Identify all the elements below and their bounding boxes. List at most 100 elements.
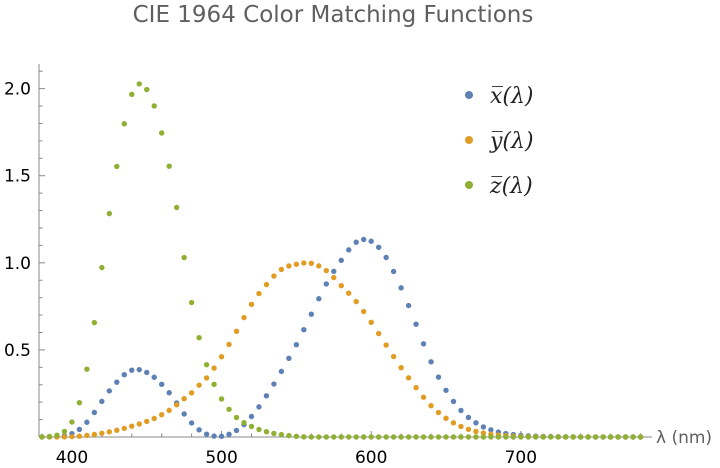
data-point-series-1 xyxy=(383,254,389,261)
data-point-series-3 xyxy=(548,434,554,440)
data-point-series-2 xyxy=(263,281,270,288)
data-point-series-3 xyxy=(510,434,517,440)
legend-label-series-1: x̅(λ) xyxy=(490,84,534,109)
data-point-series-2 xyxy=(308,260,315,266)
data-point-series-1 xyxy=(346,247,352,253)
data-point-series-3 xyxy=(331,434,337,440)
data-point-series-3 xyxy=(286,432,292,439)
data-point-series-2 xyxy=(428,402,434,409)
data-point-series-3 xyxy=(84,366,90,372)
data-point-series-3 xyxy=(488,434,494,440)
data-point-series-2 xyxy=(450,420,457,426)
data-point-series-2 xyxy=(84,432,90,439)
data-point-series-2 xyxy=(173,402,180,408)
chart-title: CIE 1964 Color Matching Functions xyxy=(132,2,534,28)
data-point-series-1 xyxy=(308,311,315,317)
data-point-series-1 xyxy=(450,398,457,405)
data-point-series-2 xyxy=(99,430,105,436)
data-point-series-1 xyxy=(248,413,255,420)
data-point-series-3 xyxy=(346,434,352,440)
data-point-series-3 xyxy=(76,399,83,406)
data-point-series-1 xyxy=(443,387,449,393)
data-point-series-3 xyxy=(622,434,629,440)
data-point-series-3 xyxy=(405,434,412,440)
data-point-series-1 xyxy=(331,268,337,275)
data-point-series-1 xyxy=(166,390,172,396)
data-point-series-2 xyxy=(301,260,307,266)
y-tick-label: 1.0 xyxy=(4,254,31,274)
data-point-series-3 xyxy=(129,91,135,98)
data-point-series-3 xyxy=(503,434,509,440)
data-point-series-3 xyxy=(39,434,45,440)
data-point-series-1 xyxy=(114,379,120,385)
data-point-series-1 xyxy=(293,342,300,348)
data-point-series-1 xyxy=(458,407,464,414)
data-point-series-3 xyxy=(151,103,157,109)
data-point-series-3 xyxy=(301,434,307,440)
data-point-series-3 xyxy=(114,163,120,170)
data-point-series-1 xyxy=(375,244,382,251)
data-point-series-3 xyxy=(630,434,636,440)
data-point-series-3 xyxy=(540,434,546,440)
data-point-series-2 xyxy=(331,274,337,281)
data-point-series-1 xyxy=(278,368,285,375)
data-point-series-2 xyxy=(181,395,187,402)
data-point-series-3 xyxy=(106,210,113,217)
data-point-series-3 xyxy=(263,428,270,435)
data-point-series-1 xyxy=(361,236,367,243)
data-point-series-3 xyxy=(570,434,576,440)
y-tick-label: 2.0 xyxy=(4,80,31,100)
data-point-series-2 xyxy=(61,434,68,440)
data-point-series-2 xyxy=(398,364,404,371)
data-point-series-1 xyxy=(316,296,322,302)
data-point-series-1 xyxy=(368,238,374,244)
data-point-series-3 xyxy=(607,434,614,440)
data-point-series-2 xyxy=(129,423,135,429)
y-tick-label: 1.5 xyxy=(4,167,31,187)
data-point-series-3 xyxy=(196,335,202,341)
data-point-series-3 xyxy=(458,434,464,440)
data-point-series-1 xyxy=(353,239,359,245)
data-point-series-2 xyxy=(390,353,397,360)
data-point-series-1 xyxy=(473,420,479,426)
legend-marker-series-3 xyxy=(465,181,473,189)
data-point-series-3 xyxy=(211,381,217,388)
data-point-series-3 xyxy=(136,81,142,87)
data-point-series-3 xyxy=(338,434,344,440)
data-point-series-3 xyxy=(121,121,127,127)
data-point-series-3 xyxy=(61,428,68,435)
data-point-series-2 xyxy=(293,261,300,267)
data-point-series-3 xyxy=(555,434,561,440)
data-point-series-3 xyxy=(308,434,315,440)
data-point-series-2 xyxy=(256,290,262,297)
data-point-series-2 xyxy=(241,314,247,321)
data-point-series-1 xyxy=(338,257,344,264)
data-point-series-3 xyxy=(383,434,389,440)
data-point-series-1 xyxy=(233,427,240,434)
data-point-series-1 xyxy=(99,398,105,405)
data-point-series-1 xyxy=(480,424,487,430)
data-point-series-3 xyxy=(256,426,262,433)
data-point-series-2 xyxy=(188,390,195,396)
data-point-series-1 xyxy=(181,411,187,417)
data-point-series-2 xyxy=(69,433,75,440)
data-point-series-1 xyxy=(196,427,202,433)
data-point-series-2 xyxy=(91,431,98,438)
data-point-series-2 xyxy=(158,411,165,418)
data-point-series-2 xyxy=(346,290,352,296)
data-point-series-3 xyxy=(316,434,322,440)
data-point-series-2 xyxy=(316,263,322,269)
data-point-series-1 xyxy=(76,426,83,433)
data-point-series-1 xyxy=(413,321,419,327)
data-point-series-1 xyxy=(151,374,157,380)
data-point-series-3 xyxy=(241,419,247,426)
data-point-series-1 xyxy=(144,369,150,376)
data-point-series-3 xyxy=(353,434,359,440)
data-point-series-1 xyxy=(203,431,210,437)
data-point-series-1 xyxy=(263,393,270,399)
data-point-series-3 xyxy=(428,434,434,440)
data-point-series-3 xyxy=(518,434,524,440)
data-point-series-2 xyxy=(136,421,142,427)
